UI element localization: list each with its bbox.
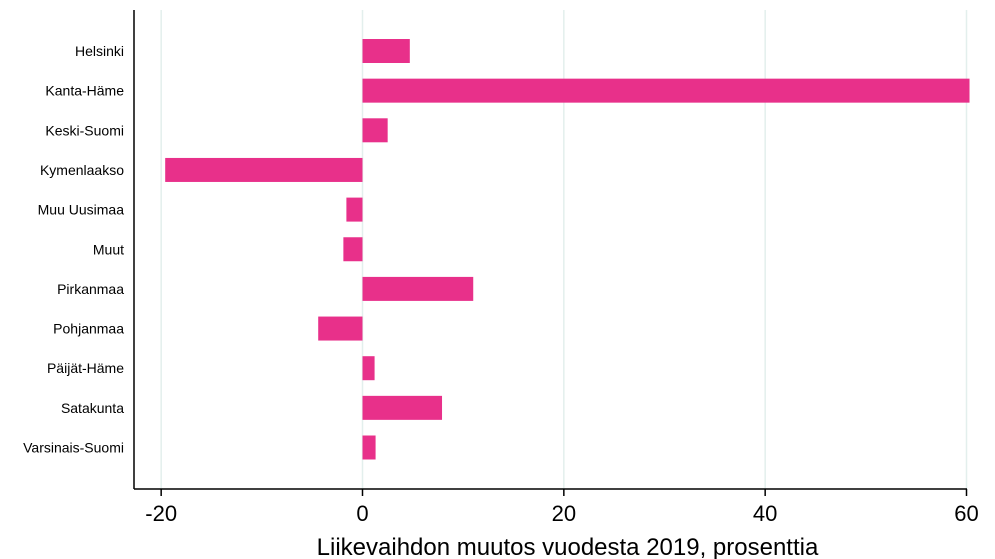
x-tick-label: 60 xyxy=(954,501,978,526)
category-label: Muu Uusimaa xyxy=(38,202,125,218)
category-label: Pohjanmaa xyxy=(53,321,124,337)
category-label: Keski-Suomi xyxy=(45,122,124,138)
category-labels: Helsinki Kanta-Häme Keski-Suomi Kymenlaakso… xyxy=(23,43,124,456)
x-tick-label: 40 xyxy=(753,501,777,526)
bar xyxy=(318,316,363,341)
x-axis-ticks: -20 0 20 40 60 xyxy=(145,489,979,526)
bar xyxy=(362,356,375,381)
category-label: Muut xyxy=(93,241,124,257)
bars xyxy=(165,39,970,460)
x-axis-title: Liikevaihdon muutos vuodesta 2019, prose… xyxy=(317,534,819,559)
category-label: Kanta-Häme xyxy=(45,83,124,99)
bar xyxy=(362,39,410,63)
category-label: Pirkanmaa xyxy=(57,281,124,297)
bar xyxy=(362,435,376,460)
x-tick-label: 0 xyxy=(356,501,368,526)
bar xyxy=(165,157,363,182)
category-label: Varsinais-Suomi xyxy=(23,440,124,456)
category-label: Päijät-Häme xyxy=(47,360,124,376)
bar xyxy=(346,197,363,222)
bar xyxy=(362,118,388,143)
bar xyxy=(362,276,474,301)
category-label: Helsinki xyxy=(75,43,124,59)
bar xyxy=(343,237,363,262)
bar xyxy=(362,78,970,103)
x-tick-label: 20 xyxy=(552,501,576,526)
bar xyxy=(362,395,443,420)
category-label: Kymenlaakso xyxy=(40,162,124,178)
category-label: Satakunta xyxy=(61,400,124,416)
x-tick-label: -20 xyxy=(145,501,177,526)
